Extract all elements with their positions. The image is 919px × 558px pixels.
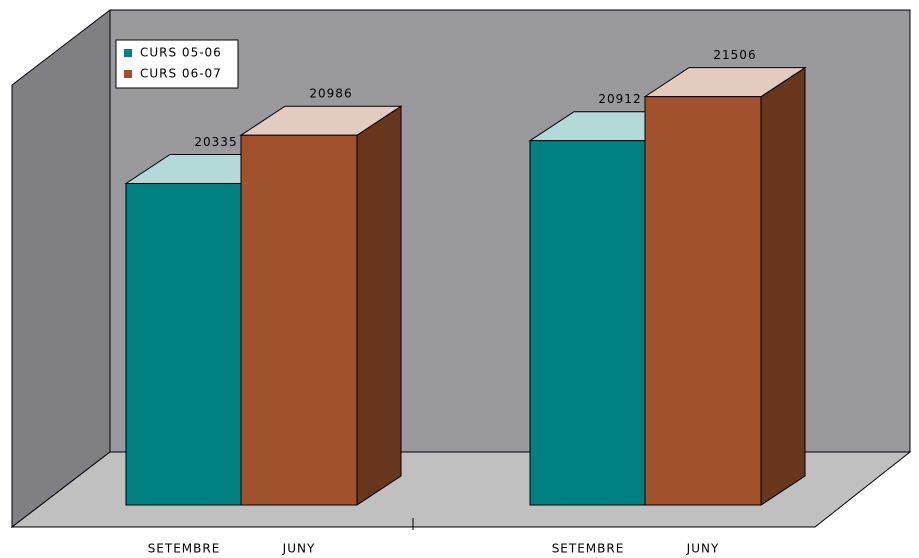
bar bbox=[644, 96, 762, 506]
value-label: 21506 bbox=[713, 48, 756, 62]
legend-swatch bbox=[124, 49, 132, 57]
x-tick-label: SETEMBRE bbox=[148, 542, 221, 556]
legend-items: CURS 05-06 CURS 06-07 bbox=[124, 46, 222, 81]
x-tick-label: JUNY bbox=[686, 542, 720, 556]
legend-swatch bbox=[124, 70, 132, 78]
side-wall bbox=[11, 8, 111, 529]
legend bbox=[115, 39, 239, 89]
x-tick-label: JUNY bbox=[282, 542, 316, 556]
legend-label: CURS 05-06 bbox=[140, 46, 222, 60]
legend-label: CURS 06-07 bbox=[140, 67, 222, 81]
x-tick-label: SETEMBRE bbox=[552, 542, 625, 556]
value-label: 20986 bbox=[309, 87, 352, 101]
bar-side bbox=[760, 66, 806, 506]
value-label: 20912 bbox=[598, 92, 641, 106]
bar bbox=[529, 140, 647, 506]
bars: 20335 20986 20912 21506 bbox=[124, 48, 807, 506]
value-label: 20335 bbox=[194, 135, 237, 149]
bar bbox=[240, 134, 358, 506]
bar-side bbox=[356, 105, 402, 506]
bar bbox=[125, 182, 243, 506]
